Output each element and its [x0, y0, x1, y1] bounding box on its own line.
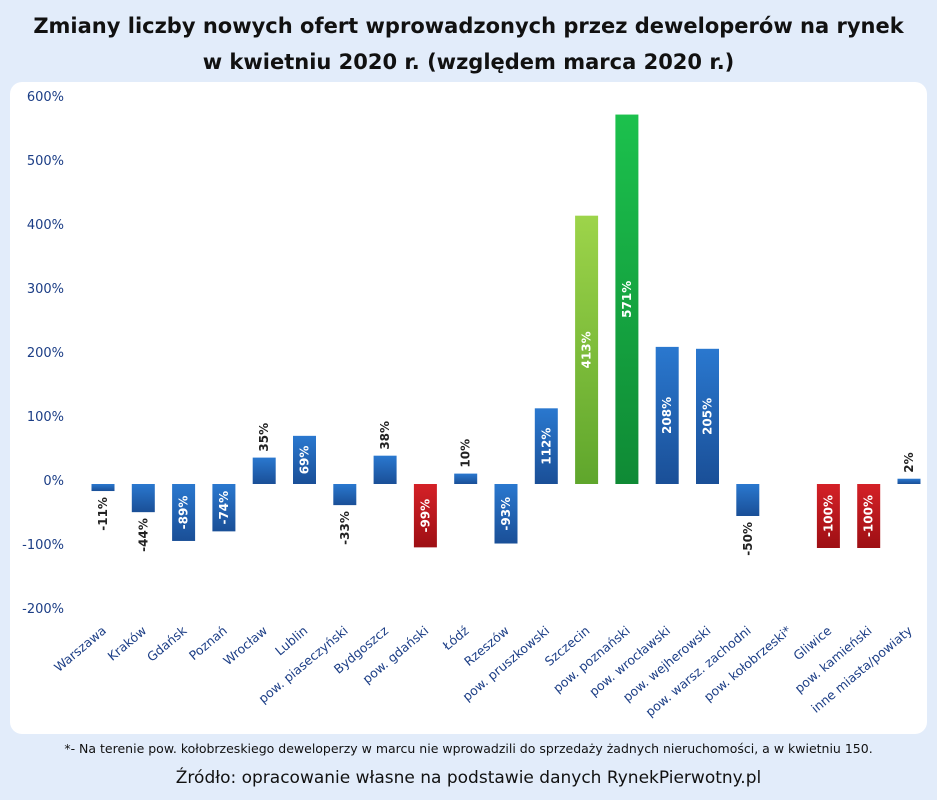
data-label: 10%: [459, 439, 473, 468]
bar: [615, 114, 639, 484]
chart-title-line2: w kwietniu 2020 r. (względem marca 2020 …: [202, 50, 735, 74]
chart-title: Zmiany liczby nowych ofert wprowadzonych…: [0, 8, 937, 80]
bar: [816, 484, 840, 548]
bar: [413, 484, 437, 548]
bar: [172, 484, 196, 541]
data-label: 38%: [378, 421, 392, 450]
bar: [696, 348, 719, 484]
bar: [293, 435, 316, 484]
data-label: -74%: [217, 491, 231, 525]
data-label: -100%: [862, 495, 876, 537]
y-tick-label: -200%: [22, 602, 64, 617]
bar: [131, 484, 155, 513]
chart-panel: [10, 82, 927, 734]
y-tick-label: 100%: [27, 410, 64, 425]
chart-title-line1: Zmiany liczby nowych ofert wprowadzonych…: [33, 14, 904, 38]
data-label: 69%: [298, 446, 312, 475]
data-label: 2%: [902, 452, 916, 472]
x-tick-label: Wrocław: [220, 623, 270, 668]
data-label: 571%: [620, 281, 634, 318]
y-tick-label: 600%: [27, 90, 64, 105]
footnote: *- Na terenie pow. kołobrzeskiego dewelo…: [64, 741, 873, 756]
bar: [252, 457, 276, 484]
bar: [333, 484, 357, 506]
y-tick-label: -100%: [22, 538, 64, 553]
y-tick-label: 0%: [43, 474, 64, 489]
bar: [454, 473, 478, 484]
data-label: 208%: [660, 397, 674, 434]
data-label: 413%: [580, 331, 594, 368]
x-tick-label: Kraków: [105, 623, 150, 664]
bar: [655, 346, 679, 484]
data-label: -99%: [418, 499, 432, 533]
bar: [897, 478, 921, 484]
data-label: -93%: [499, 497, 513, 531]
y-tick-label: 300%: [27, 282, 64, 297]
x-tick-label: Warszawa: [51, 623, 109, 675]
data-label: -44%: [136, 518, 150, 552]
data-label: -33%: [338, 511, 352, 545]
bar: [736, 484, 760, 516]
x-tick-label: Łódź: [439, 623, 472, 654]
data-label: -100%: [821, 495, 835, 537]
bar: [575, 215, 599, 484]
bar: [91, 484, 115, 492]
source-note: Źródło: opracowanie własne na podstawie …: [175, 768, 762, 788]
data-label: 112%: [539, 428, 553, 465]
data-label: 205%: [701, 398, 715, 435]
data-label: -50%: [741, 522, 755, 556]
bar: [494, 484, 518, 544]
bar: [212, 484, 236, 532]
y-tick-label: 500%: [27, 154, 64, 169]
bar: [534, 408, 558, 484]
data-label: -11%: [96, 497, 110, 531]
bar: [373, 455, 397, 484]
y-tick-label: 400%: [27, 218, 64, 233]
y-tick-label: 200%: [27, 346, 64, 361]
x-tick-label: Gdańsk: [144, 622, 190, 664]
bar: [857, 484, 881, 548]
data-label: 35%: [257, 423, 271, 452]
data-label: -89%: [177, 496, 191, 530]
